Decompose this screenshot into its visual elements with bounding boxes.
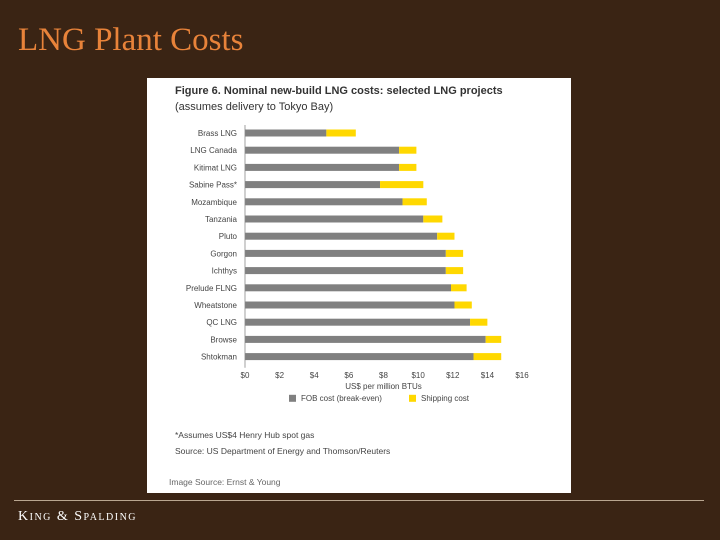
shipping-cost-bar — [445, 249, 464, 257]
category-label: Browse — [210, 335, 237, 344]
chart-footnote: *Assumes US$4 Henry Hub spot gas — [175, 430, 315, 440]
category-label: QC LNG — [206, 318, 237, 327]
shipping-cost-bar — [423, 215, 443, 223]
fob-cost-bar — [245, 232, 438, 240]
fob-cost-bar — [245, 249, 446, 257]
fob-cost-bar — [245, 284, 452, 292]
fob-cost-bar — [245, 215, 424, 223]
category-label: Brass LNG — [198, 129, 237, 138]
category-label: Prelude FLNG — [186, 284, 237, 293]
slide-title: LNG Plant Costs — [18, 22, 244, 58]
category-label: Kitimat LNG — [194, 163, 237, 172]
fob-cost-bar — [245, 163, 400, 171]
category-label: Ichthys — [212, 267, 237, 276]
shipping-cost-bar — [326, 129, 356, 137]
shipping-cost-bar — [473, 353, 502, 361]
category-label: Shtokman — [201, 353, 237, 362]
x-tick-label: $16 — [515, 371, 529, 380]
shipping-cost-bar — [470, 318, 488, 326]
shipping-cost-bar — [445, 267, 464, 275]
fob-cost-bar — [245, 318, 471, 326]
x-axis-label: US$ per million BTUs — [345, 382, 421, 391]
image-source: Image Source: Ernst & Young — [169, 477, 281, 487]
chart-source: Source: US Department of Energy and Thom… — [175, 446, 391, 456]
shipping-cost-bar — [402, 198, 427, 206]
x-tick-label: $2 — [275, 371, 284, 380]
bar-chart: Brass LNG LNG Canada Kitimat LNG Sabine Pas… — [186, 125, 529, 403]
shipping-cost-bar — [399, 163, 417, 171]
fob-cost-bar — [245, 267, 446, 275]
category-label: LNG Canada — [190, 146, 237, 155]
shipping-cost-bar — [380, 181, 424, 189]
footer-divider — [14, 500, 704, 501]
x-tick-label: $6 — [344, 371, 353, 380]
x-tick-label: $8 — [379, 371, 388, 380]
category-label: Gorgon — [210, 249, 237, 258]
shipping-cost-bar — [454, 301, 472, 309]
fob-cost-bar — [245, 198, 403, 206]
shipping-cost-bar — [399, 146, 417, 154]
fob-cost-bar — [245, 301, 455, 309]
category-label: Pluto — [219, 232, 238, 241]
x-tick-label: $10 — [411, 371, 425, 380]
category-label: Mozambique — [191, 198, 237, 207]
x-tick-label: $12 — [446, 371, 460, 380]
fob-cost-bar — [245, 146, 400, 154]
legend-swatch — [289, 394, 296, 402]
category-label: Tanzania — [205, 215, 238, 224]
shipping-cost-bar — [485, 335, 502, 343]
x-tick-label: $0 — [241, 371, 250, 380]
fob-cost-bar — [245, 181, 381, 189]
fob-cost-bar — [245, 129, 327, 137]
x-tick-label: $4 — [310, 371, 319, 380]
category-label: Wheatstone — [194, 301, 237, 310]
legend-swatch — [409, 394, 416, 402]
category-label: Sabine Pass* — [189, 181, 237, 190]
legend-label: Shipping cost — [421, 394, 470, 403]
shipping-cost-bar — [437, 232, 455, 240]
fob-cost-bar — [245, 353, 474, 361]
legend-label: FOB cost (break-even) — [301, 394, 382, 403]
footer-logo: King & Spalding — [18, 509, 138, 524]
chart-subtitle: (assumes delivery to Tokyo Bay) — [175, 101, 334, 113]
shipping-cost-bar — [451, 284, 467, 292]
chart-title: Figure 6. Nominal new-build LNG costs: s… — [175, 85, 503, 97]
chart-figure: Figure 6. Nominal new-build LNG costs: s… — [147, 78, 571, 493]
fob-cost-bar — [245, 335, 486, 343]
x-tick-label: $14 — [481, 371, 495, 380]
